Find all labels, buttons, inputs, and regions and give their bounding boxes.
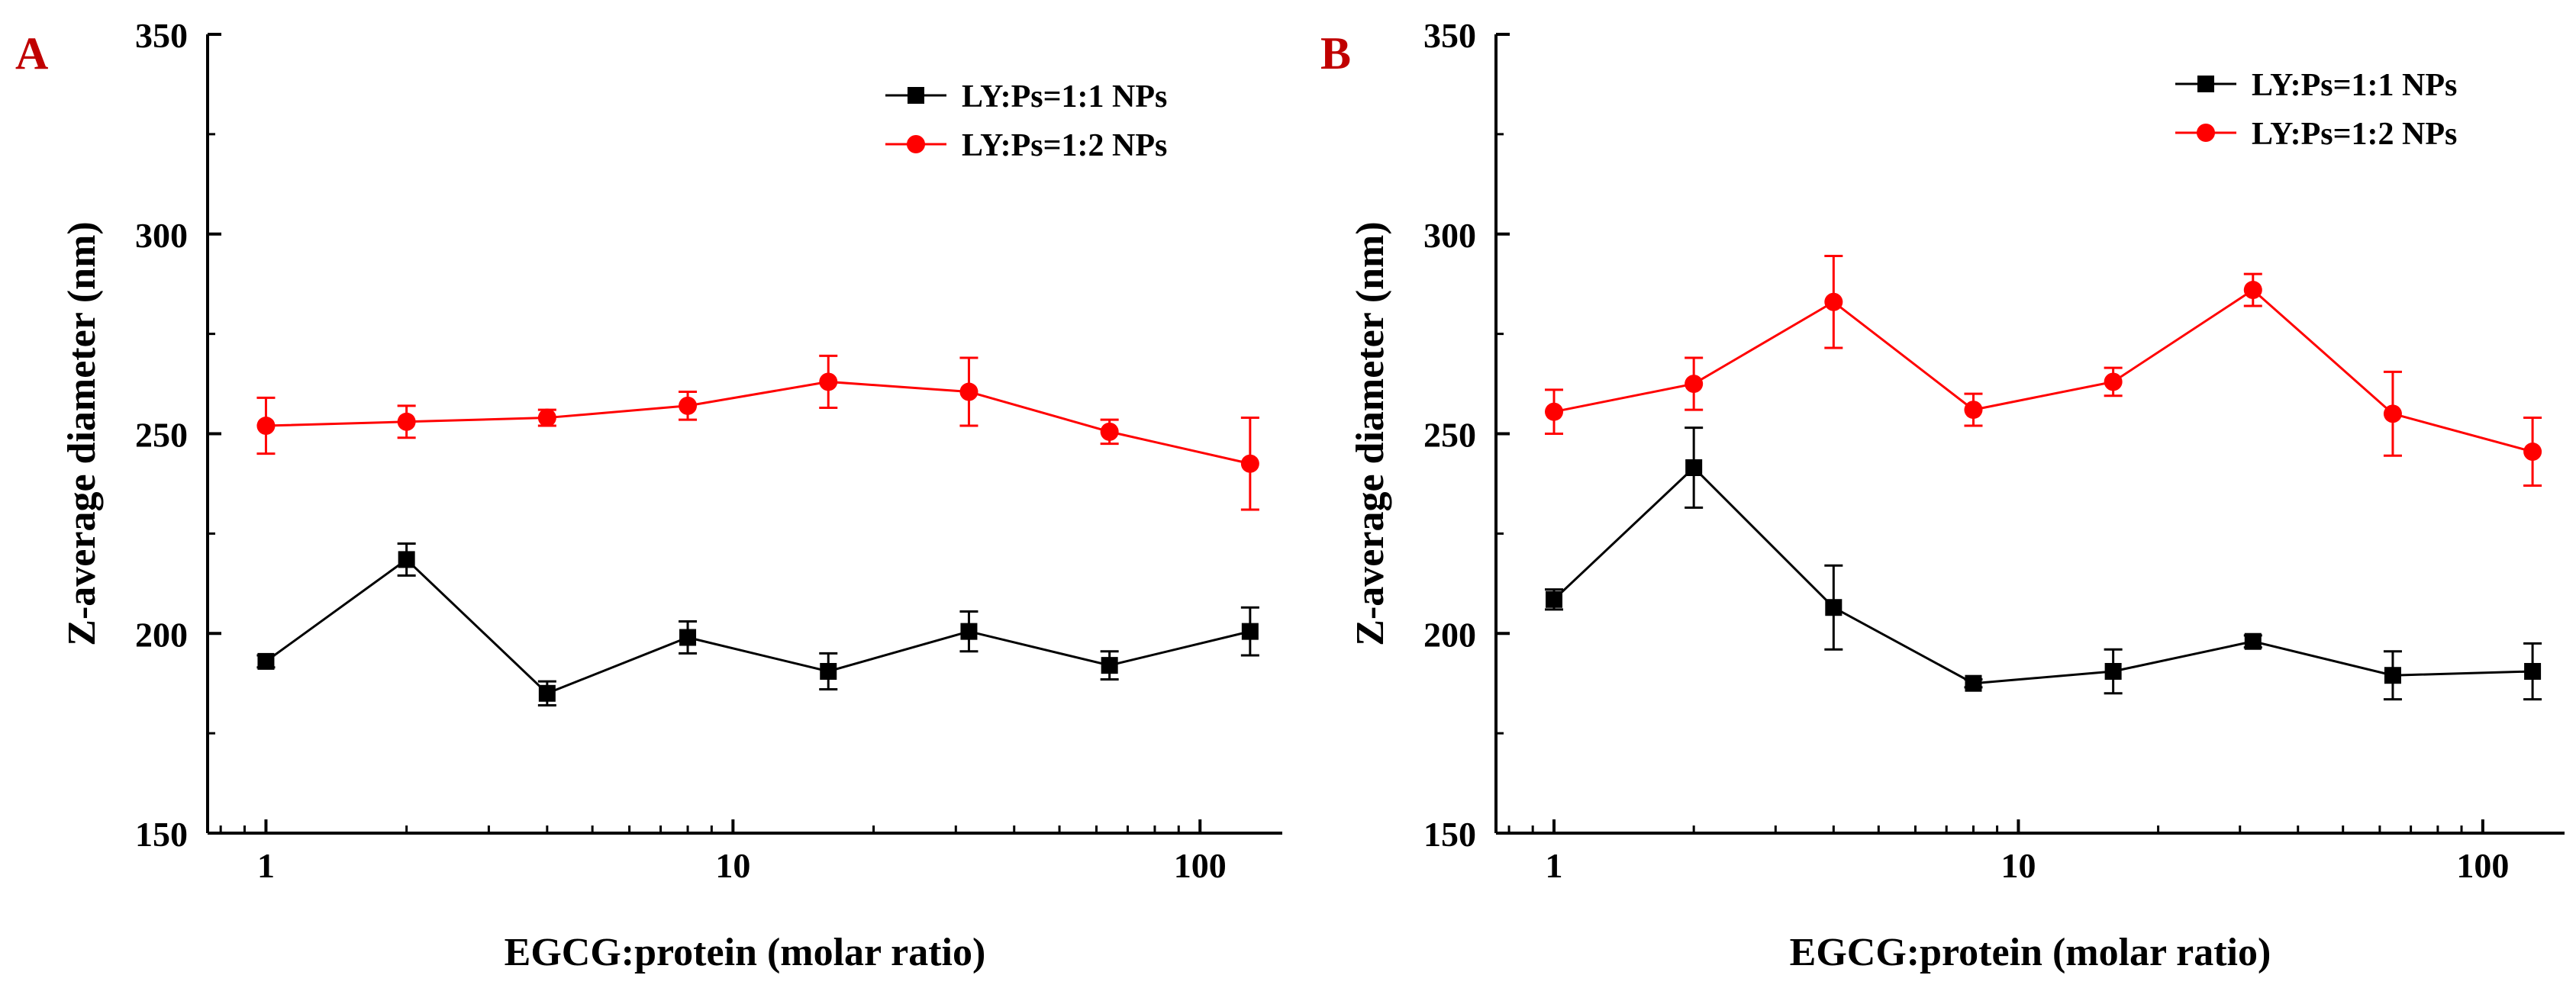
data-point bbox=[960, 623, 978, 640]
legend-label: LY:Ps=1:2 NPs bbox=[2252, 117, 2457, 152]
series-line bbox=[1552, 465, 2533, 685]
data-point bbox=[1545, 402, 1564, 421]
data-point bbox=[819, 372, 838, 391]
x-tick-label: 1 bbox=[1546, 846, 1563, 885]
data-point bbox=[2523, 443, 2542, 462]
data-point bbox=[256, 417, 276, 436]
x-tick-label: 100 bbox=[1174, 846, 1227, 885]
data-point bbox=[257, 652, 275, 670]
y-tick-label: 300 bbox=[1423, 216, 1476, 255]
y-axis-title: Z-average diameter (nm) bbox=[1349, 221, 1392, 645]
x-axis-title: EGCG:protein (molar ratio) bbox=[505, 931, 986, 974]
y-tick-label: 200 bbox=[135, 615, 188, 654]
series-1: LY:Ps=1:1 NPs bbox=[1545, 68, 2542, 701]
y-tick-label: 350 bbox=[135, 16, 188, 55]
legend-label: LY:Ps=1:1 NPs bbox=[962, 79, 1167, 114]
panel-b: B 150 200 250 300 350 1 10 100 EGCG:protein (mola… bbox=[1320, 16, 2565, 974]
legend-marker bbox=[2197, 76, 2214, 92]
data-point bbox=[1546, 591, 1563, 608]
data-point bbox=[2104, 662, 2122, 680]
y-tick-label: 250 bbox=[1423, 416, 1476, 455]
data-point bbox=[1825, 599, 1843, 616]
data-point bbox=[398, 551, 415, 568]
y-tick-label: 150 bbox=[135, 815, 188, 854]
legend-marker bbox=[907, 135, 925, 153]
series-line bbox=[266, 380, 1251, 465]
series-line bbox=[265, 558, 1251, 695]
data-point bbox=[1101, 657, 1118, 674]
legend-marker bbox=[2197, 124, 2215, 142]
legend-label: LY:Ps=1:2 NPs bbox=[962, 128, 1167, 163]
data-point bbox=[679, 629, 697, 646]
data-point bbox=[537, 408, 556, 427]
y-axis-title: Z-average diameter (nm) bbox=[60, 221, 104, 645]
data-point bbox=[2383, 404, 2402, 423]
data-point bbox=[679, 396, 698, 415]
data-point bbox=[2524, 662, 2542, 680]
data-point bbox=[2243, 281, 2262, 300]
data-point bbox=[2104, 372, 2123, 391]
legend-label: LY:Ps=1:1 NPs bbox=[2252, 68, 2457, 103]
panel-label: A bbox=[15, 28, 48, 79]
x-tick-label: 1 bbox=[257, 846, 275, 885]
x-tick-label: 100 bbox=[2456, 846, 2509, 885]
series-line bbox=[1553, 288, 2533, 453]
data-point bbox=[397, 412, 416, 431]
series-2: LY:Ps=1:2 NPs bbox=[1545, 117, 2542, 488]
panel-a: A 150 200 250 300 350 1 10 100 EGCG:protein (mola… bbox=[15, 16, 1282, 974]
data-point bbox=[538, 684, 556, 702]
y-tick-label: 250 bbox=[135, 416, 188, 455]
series-2: LY:Ps=1:2 NPs bbox=[256, 128, 1259, 511]
y-tick-label: 350 bbox=[1423, 16, 1476, 55]
data-point bbox=[1965, 674, 1982, 692]
data-point bbox=[1964, 401, 1983, 420]
x-tick-label: 10 bbox=[715, 846, 750, 885]
data-point bbox=[1100, 422, 1119, 441]
data-point bbox=[2244, 632, 2262, 650]
data-point bbox=[1240, 454, 1259, 473]
data-point bbox=[959, 382, 978, 401]
data-point bbox=[1685, 375, 1704, 394]
data-point bbox=[1685, 459, 1703, 476]
panel-label: B bbox=[1320, 28, 1351, 79]
series-1: LY:Ps=1:1 NPs bbox=[256, 79, 1259, 706]
x-tick-label: 10 bbox=[2001, 846, 2036, 885]
data-point bbox=[820, 662, 837, 680]
y-tick-label: 150 bbox=[1423, 815, 1476, 854]
y-tick-label: 200 bbox=[1423, 615, 1476, 654]
data-point bbox=[1241, 623, 1259, 640]
y-tick-label: 300 bbox=[135, 216, 188, 255]
data-point bbox=[2384, 667, 2401, 684]
x-axis-title: EGCG:protein (molar ratio) bbox=[1790, 931, 2271, 974]
data-point bbox=[1824, 292, 1843, 311]
legend-marker bbox=[908, 87, 924, 104]
